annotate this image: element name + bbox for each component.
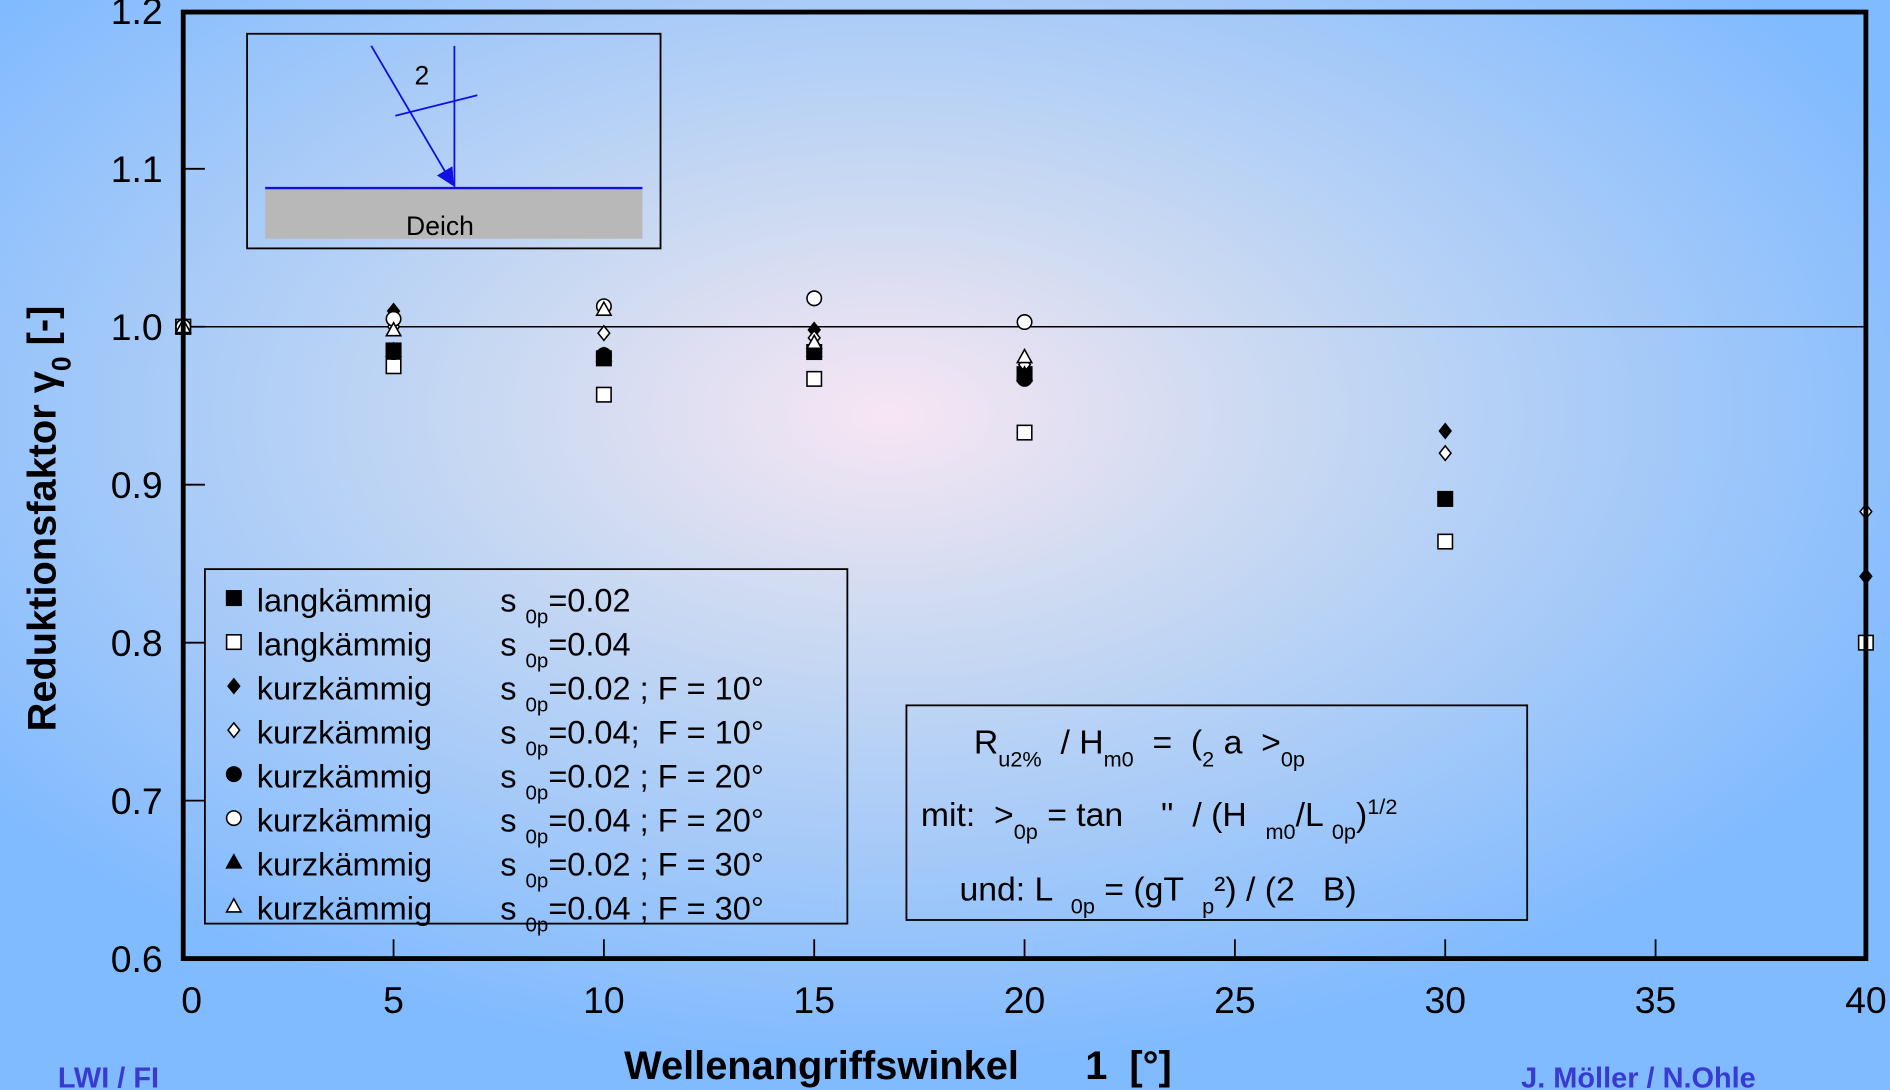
legend-marker xyxy=(227,591,241,605)
text-part: s xyxy=(500,670,525,706)
x-tick-label: 10 xyxy=(583,979,625,1021)
legend-marker xyxy=(227,767,241,781)
data-point xyxy=(1438,534,1452,548)
data-point xyxy=(807,372,821,386)
text-part: und: L xyxy=(959,871,1070,909)
text-part: 0p xyxy=(526,869,549,892)
text-part: =0.02 xyxy=(548,582,630,618)
text-part: u2% xyxy=(998,746,1041,771)
legend-name: langkämmig xyxy=(257,582,432,618)
x-tick-label: 20 xyxy=(1004,979,1046,1021)
text-part: s xyxy=(500,714,525,750)
text-part: 0p xyxy=(526,913,549,936)
text-part: γ xyxy=(20,371,64,393)
data-point xyxy=(1017,425,1031,439)
x-tick-label: 25 xyxy=(1214,979,1256,1021)
x-tick-label: 35 xyxy=(1635,979,1677,1021)
text-part: s xyxy=(500,890,525,926)
text-part: ) xyxy=(1356,796,1367,834)
background xyxy=(0,0,1890,1090)
y-tick-label: 0.8 xyxy=(111,622,163,664)
x-tick-label: 5 xyxy=(383,979,404,1021)
text-part: s xyxy=(500,846,525,882)
y-tick-label: 1.1 xyxy=(111,148,163,190)
text-part: =0.04 ; F = 30° xyxy=(548,890,764,926)
text-part: =0.04 ; F = 20° xyxy=(548,802,764,838)
text-part: = tan '' / (H xyxy=(1038,796,1266,834)
text-part: a > xyxy=(1214,724,1281,762)
text-part: s xyxy=(500,758,525,794)
ground-label: Deich xyxy=(406,211,474,241)
footer-right: J. Möller / N.Ohle xyxy=(1521,1063,1756,1090)
legend-name: kurzkämmig xyxy=(257,846,432,882)
text-part: 0p xyxy=(526,781,549,804)
legend-name: kurzkämmig xyxy=(257,802,432,838)
y-tick-label: 0.9 xyxy=(111,464,163,506)
legend-name: kurzkämmig xyxy=(257,890,432,926)
chart: 2 Deich langkämmigs 0p=0.02langkämmigs 0… xyxy=(0,0,1890,1090)
text-part: 0p xyxy=(526,825,549,848)
legend-name: langkämmig xyxy=(257,626,432,662)
text-part: mit: > xyxy=(921,796,1014,834)
text-part: s xyxy=(500,626,525,662)
legend-name: kurzkämmig xyxy=(257,714,432,750)
x-tick-label: 15 xyxy=(793,979,835,1021)
text-part: 0p xyxy=(1071,893,1095,918)
text-part: R xyxy=(974,724,998,762)
text-part: =0.02 ; F = 20° xyxy=(548,758,764,794)
legend-marker xyxy=(227,635,241,649)
text-part: = (gT xyxy=(1095,871,1202,909)
text-part: =0.04; F = 10° xyxy=(548,714,764,750)
text-part: s xyxy=(500,802,525,838)
text-part: 0p xyxy=(526,605,549,628)
text-part: / H xyxy=(1042,724,1104,762)
data-point xyxy=(807,291,821,305)
text-part: 2 xyxy=(1202,746,1214,771)
y-tick-label: 0.6 xyxy=(111,938,163,980)
text-part: 0p xyxy=(526,737,549,760)
text-part: 0p xyxy=(1332,818,1356,843)
text-part: m0 xyxy=(1104,746,1134,771)
text-part: 1/2 xyxy=(1367,793,1397,818)
page: {"chart_data":{"type":"scatter", "x_labe… xyxy=(0,0,1890,1090)
y-tick-label: 1.0 xyxy=(111,306,163,348)
text-part: =0.02 ; F = 10° xyxy=(548,670,764,706)
x-tick-label: 40 xyxy=(1845,979,1887,1021)
text-part: m0 xyxy=(1265,818,1295,843)
text-part: =0.04 xyxy=(548,626,630,662)
x-tick-label: 0 xyxy=(181,979,202,1021)
text-part: 0p xyxy=(1281,746,1305,771)
text-part: ²) / (2 B) xyxy=(1214,871,1356,909)
legend-marker xyxy=(227,811,241,825)
text-part: 0p xyxy=(1014,818,1038,843)
legend-name: kurzkämmig xyxy=(257,670,432,706)
data-point xyxy=(1017,315,1031,329)
angle-label: 2 xyxy=(415,60,430,90)
text-part: s xyxy=(500,582,525,618)
text-part: /L xyxy=(1296,796,1332,834)
text-part: Reduktionsfaktor xyxy=(20,393,64,731)
footer-left: LWI / FI xyxy=(58,1063,159,1090)
y-tick-label: 0.7 xyxy=(111,780,163,822)
text-part: = ( xyxy=(1134,724,1203,762)
text-part: =0.02 ; F = 30° xyxy=(548,846,764,882)
text-part: 0p xyxy=(526,649,549,672)
text-part: [-] xyxy=(20,306,64,357)
data-point xyxy=(386,359,400,373)
x-axis-label: Wellenangriffswinkel 1 [°] xyxy=(624,1044,1172,1088)
text-part: 0 xyxy=(46,356,76,371)
data-point xyxy=(597,387,611,401)
data-point xyxy=(1438,492,1452,506)
text-part: 0p xyxy=(526,693,549,716)
text-part: p xyxy=(1202,893,1214,918)
x-tick-label: 30 xyxy=(1424,979,1466,1021)
y-tick-label: 1.2 xyxy=(111,0,163,32)
legend-name: kurzkämmig xyxy=(257,758,432,794)
